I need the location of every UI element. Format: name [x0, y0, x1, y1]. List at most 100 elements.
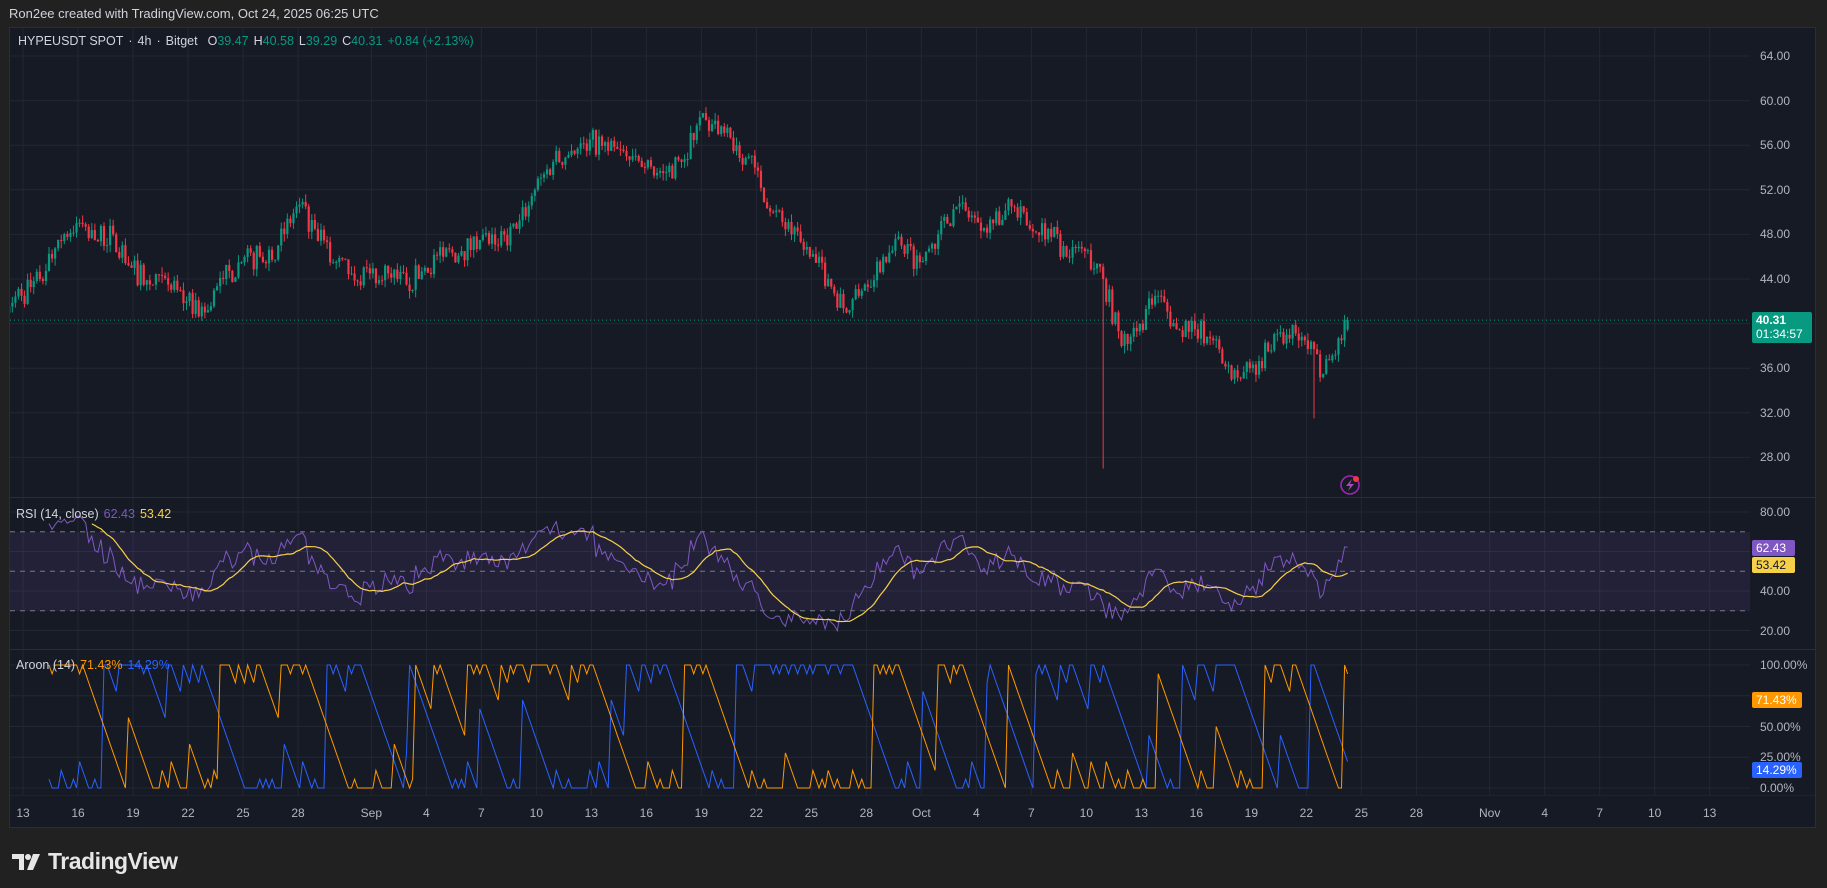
candle-down — [1209, 336, 1212, 339]
candle-up — [854, 289, 857, 300]
candle-up — [460, 251, 463, 256]
candle-down — [1175, 322, 1178, 330]
candle-down — [127, 263, 130, 266]
candle-down — [1218, 339, 1221, 350]
candle-down — [136, 260, 139, 286]
rsi-legend[interactable]: RSI (14, close) 62.43 53.42 — [16, 507, 176, 521]
current-price-tag: 40.31 01:34:57 — [1752, 312, 1812, 343]
candle-down — [732, 137, 735, 152]
candle-down — [1105, 279, 1108, 302]
candle-down — [607, 142, 610, 151]
time-axis-label: 13 — [584, 806, 599, 820]
candle-down — [115, 234, 118, 252]
candle-up — [1019, 206, 1022, 218]
candle-down — [967, 210, 970, 218]
candle-up — [555, 150, 558, 162]
candle-down — [1056, 227, 1059, 234]
candle-up — [1108, 289, 1111, 302]
candle-down — [625, 151, 628, 157]
candle-down — [772, 211, 775, 213]
candle-up — [246, 248, 249, 258]
candle-down — [191, 292, 194, 314]
aroon-axis-label: 50.00% — [1760, 719, 1801, 734]
candle-up — [1322, 373, 1325, 378]
candle-up — [1245, 362, 1248, 372]
candle-up — [237, 262, 240, 278]
candle-up — [888, 252, 891, 263]
candle-up — [744, 157, 747, 165]
symbol-legend[interactable]: HYPEUSDT SPOT · 4h · Bitget O39.47 H40.58 L39.2… — [18, 34, 474, 48]
candle-up — [552, 161, 555, 175]
candle-up — [350, 273, 353, 275]
lightning-bolt-icon[interactable] — [1340, 475, 1360, 495]
candle-down — [1141, 323, 1144, 331]
candle-up — [393, 269, 396, 278]
candle-down — [429, 272, 433, 275]
candle-up — [536, 178, 539, 190]
candle-down — [368, 268, 371, 274]
candle-down — [252, 252, 255, 270]
candle-up — [481, 234, 484, 240]
candle-up — [882, 256, 885, 273]
time-axis-label: 28 — [291, 806, 305, 820]
candle-down — [799, 231, 802, 242]
candle-down — [662, 171, 665, 174]
candle-up — [982, 227, 986, 231]
chart-panel[interactable] — [9, 27, 1816, 828]
candle-down — [918, 255, 921, 263]
candle-up — [292, 213, 295, 224]
candle-up — [564, 157, 567, 165]
rsi-label: RSI (14, close) — [16, 507, 99, 521]
candle-down — [729, 127, 732, 138]
candle-up — [200, 306, 203, 317]
time-axis-label: 13 — [1703, 806, 1717, 820]
time-axis-label: 7 — [1028, 806, 1035, 820]
candle-down — [717, 120, 720, 135]
candle-up — [958, 203, 961, 207]
candle-down — [1083, 248, 1086, 252]
candle-down — [1028, 225, 1031, 229]
candle-up — [219, 277, 222, 287]
candle-down — [96, 239, 99, 242]
candle-down — [353, 273, 356, 281]
candle-down — [1315, 349, 1319, 355]
candle-up — [423, 267, 426, 272]
candle-up — [631, 156, 634, 160]
candle-down — [304, 201, 307, 207]
candle-up — [286, 218, 289, 235]
candle-up — [500, 231, 503, 246]
aroon-legend[interactable]: Aroon (14) 71.43% 14.29% — [16, 658, 175, 672]
candle-up — [726, 127, 729, 133]
candle-down — [824, 262, 827, 287]
candle-down — [289, 218, 292, 224]
candle-up — [1157, 295, 1160, 297]
candle-down — [1193, 320, 1196, 330]
time-axis-label: 25 — [804, 806, 819, 820]
candle-down — [1181, 330, 1184, 337]
time-axis-label: 13 — [1134, 806, 1149, 820]
candle-up — [212, 290, 216, 307]
candle-up — [567, 154, 570, 158]
candle-up — [298, 204, 301, 207]
candle-up — [527, 205, 530, 217]
candle-down — [5, 301, 7, 312]
candle-down — [622, 149, 625, 152]
aroon-down-value: 14.29% — [127, 658, 170, 672]
candle-up — [362, 267, 365, 286]
candle-up — [848, 310, 851, 313]
candle-down — [442, 247, 445, 257]
candle-up — [952, 209, 955, 227]
low-value: 39.29 — [305, 34, 338, 48]
candle-up — [735, 145, 738, 152]
candle-up — [225, 264, 228, 279]
candle-up — [1184, 320, 1187, 337]
candle-down — [640, 160, 643, 167]
candle-down — [151, 284, 154, 286]
candle-up — [384, 265, 387, 281]
candle-up — [371, 268, 374, 274]
candle-down — [613, 140, 616, 147]
tradingview-logo[interactable]: TradingView — [12, 848, 178, 875]
candle-down — [808, 246, 811, 257]
time-axis-label: 4 — [423, 806, 430, 820]
